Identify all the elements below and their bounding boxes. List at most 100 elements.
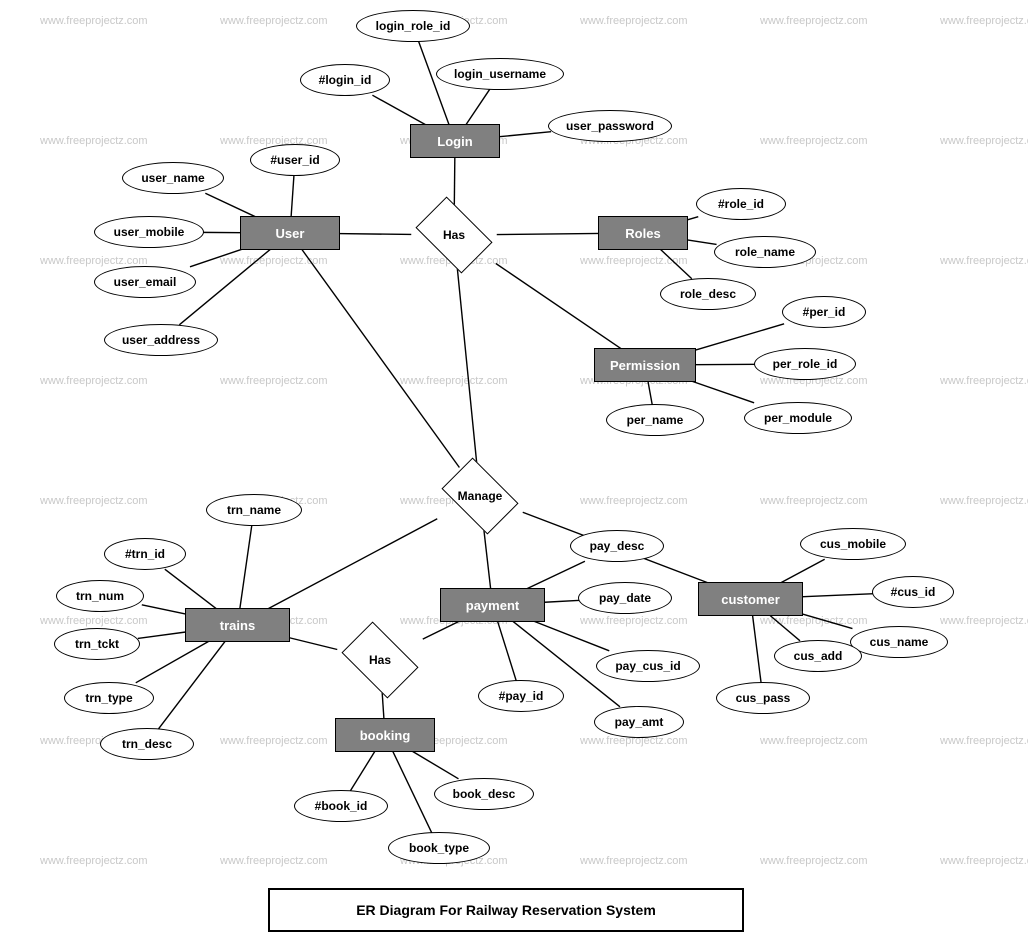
attribute-trn-type: trn_type: [64, 682, 154, 714]
attribute-login-username: login_username: [436, 58, 564, 90]
attribute-label: login_username: [454, 67, 546, 81]
attribute-label: user_password: [566, 119, 654, 133]
attribute-label: #book_id: [315, 799, 368, 813]
attribute-label: #per_id: [803, 305, 846, 319]
attribute-role-desc: role_desc: [660, 278, 756, 310]
edge: [240, 525, 252, 609]
watermark: www.freeprojectz.com: [220, 375, 328, 387]
entity-label: Permission: [610, 358, 680, 373]
watermark: www.freeprojectz.com: [760, 615, 868, 627]
edge: [138, 632, 188, 639]
attribute-label: #login_id: [319, 73, 372, 87]
attribute-label: role_name: [735, 245, 795, 259]
watermark: www.freeprojectz.com: [220, 735, 328, 747]
watermark: www.freeprojectz.com: [760, 135, 868, 147]
edge: [159, 641, 226, 729]
edge: [800, 613, 852, 628]
edge: [692, 381, 754, 403]
attribute-label: pay_date: [599, 591, 651, 605]
attribute-label: user_address: [122, 333, 200, 347]
watermark: www.freeprojectz.com: [940, 15, 1028, 27]
attribute-per-role-id: per_role_id: [754, 348, 856, 380]
entity-payment: payment: [440, 588, 545, 622]
attribute--pay-id: #pay_id: [478, 680, 564, 712]
edge: [350, 751, 375, 791]
entity-label: User: [276, 226, 305, 241]
attribute-label: pay_desc: [590, 539, 645, 553]
attribute-pay-desc: pay_desc: [570, 530, 664, 562]
edge: [338, 234, 412, 235]
attribute-cus-add: cus_add: [774, 640, 862, 672]
attribute--role-id: #role_id: [696, 188, 786, 220]
attribute-label: trn_tckt: [75, 637, 119, 651]
attribute-label: trn_num: [76, 589, 124, 603]
watermark: www.freeprojectz.com: [40, 495, 148, 507]
watermark: www.freeprojectz.com: [580, 15, 688, 27]
relationship-label: Has: [369, 653, 391, 667]
watermark: www.freeprojectz.com: [580, 855, 688, 867]
attribute-label: per_role_id: [773, 357, 838, 371]
watermark: www.freeprojectz.com: [940, 255, 1028, 267]
watermark: www.freeprojectz.com: [220, 255, 328, 267]
attribute-label: per_module: [764, 411, 832, 425]
entity-label: Login: [437, 134, 472, 149]
watermark: www.freeprojectz.com: [940, 495, 1028, 507]
watermark: www.freeprojectz.com: [40, 255, 148, 267]
edge: [268, 519, 437, 609]
entity-permission: Permission: [594, 348, 696, 382]
attribute-trn-num: trn_num: [56, 580, 144, 612]
attribute-label: #user_id: [270, 153, 319, 167]
attribute--login-id: #login_id: [300, 64, 390, 96]
attribute-trn-tckt: trn_tckt: [54, 628, 140, 660]
attribute-label: cus_pass: [736, 691, 791, 705]
attribute-label: pay_cus_id: [615, 659, 680, 673]
attribute-label: book_desc: [453, 787, 516, 801]
attribute-trn-name: trn_name: [206, 494, 302, 526]
attribute-role-name: role_name: [714, 236, 816, 268]
watermark: www.freeprojectz.com: [40, 15, 148, 27]
watermark: www.freeprojectz.com: [220, 855, 328, 867]
attribute-label: #role_id: [718, 197, 764, 211]
entity-booking: booking: [335, 718, 435, 752]
attribute-label: per_name: [627, 413, 684, 427]
attribute-label: pay_amt: [615, 715, 664, 729]
edge: [498, 132, 551, 137]
attribute-label: user_email: [114, 275, 177, 289]
edge: [781, 559, 825, 583]
edge: [142, 605, 188, 615]
attribute-label: cus_mobile: [820, 537, 886, 551]
entity-trains: trains: [185, 608, 290, 642]
edge: [800, 594, 874, 597]
attribute-book-desc: book_desc: [434, 778, 534, 810]
attribute--trn-id: #trn_id: [104, 538, 186, 570]
watermark: www.freeprojectz.com: [40, 855, 148, 867]
edge: [419, 41, 450, 125]
relationship-has2: Has: [335, 630, 425, 690]
edge: [287, 637, 337, 649]
watermark: www.freeprojectz.com: [40, 135, 148, 147]
attribute-trn-desc: trn_desc: [100, 728, 194, 760]
attribute-login-role-id: login_role_id: [356, 10, 470, 42]
edge: [498, 621, 517, 681]
attribute-label: #pay_id: [499, 689, 544, 703]
attribute-label: trn_desc: [122, 737, 172, 751]
diagram-title: ER Diagram For Railway Reservation Syste…: [356, 902, 656, 918]
attribute-book-type: book_type: [388, 832, 490, 864]
attribute--cus-id: #cus_id: [872, 576, 954, 608]
edge: [372, 95, 425, 125]
edge: [291, 175, 294, 217]
watermark: www.freeprojectz.com: [580, 495, 688, 507]
attribute-cus-pass: cus_pass: [716, 682, 810, 714]
attribute-label: user_name: [141, 171, 204, 185]
diagram-title-box: ER Diagram For Railway Reservation Syste…: [268, 888, 744, 932]
watermark: www.freeprojectz.com: [940, 615, 1028, 627]
attribute-user-name: user_name: [122, 162, 224, 194]
attribute-cus-mobile: cus_mobile: [800, 528, 906, 560]
attribute--book-id: #book_id: [294, 790, 388, 822]
attribute-per-name: per_name: [606, 404, 704, 436]
watermark: www.freeprojectz.com: [940, 735, 1028, 747]
edge: [534, 621, 610, 651]
attribute-label: cus_name: [870, 635, 929, 649]
edge: [686, 240, 717, 245]
watermark: www.freeprojectz.com: [580, 255, 688, 267]
